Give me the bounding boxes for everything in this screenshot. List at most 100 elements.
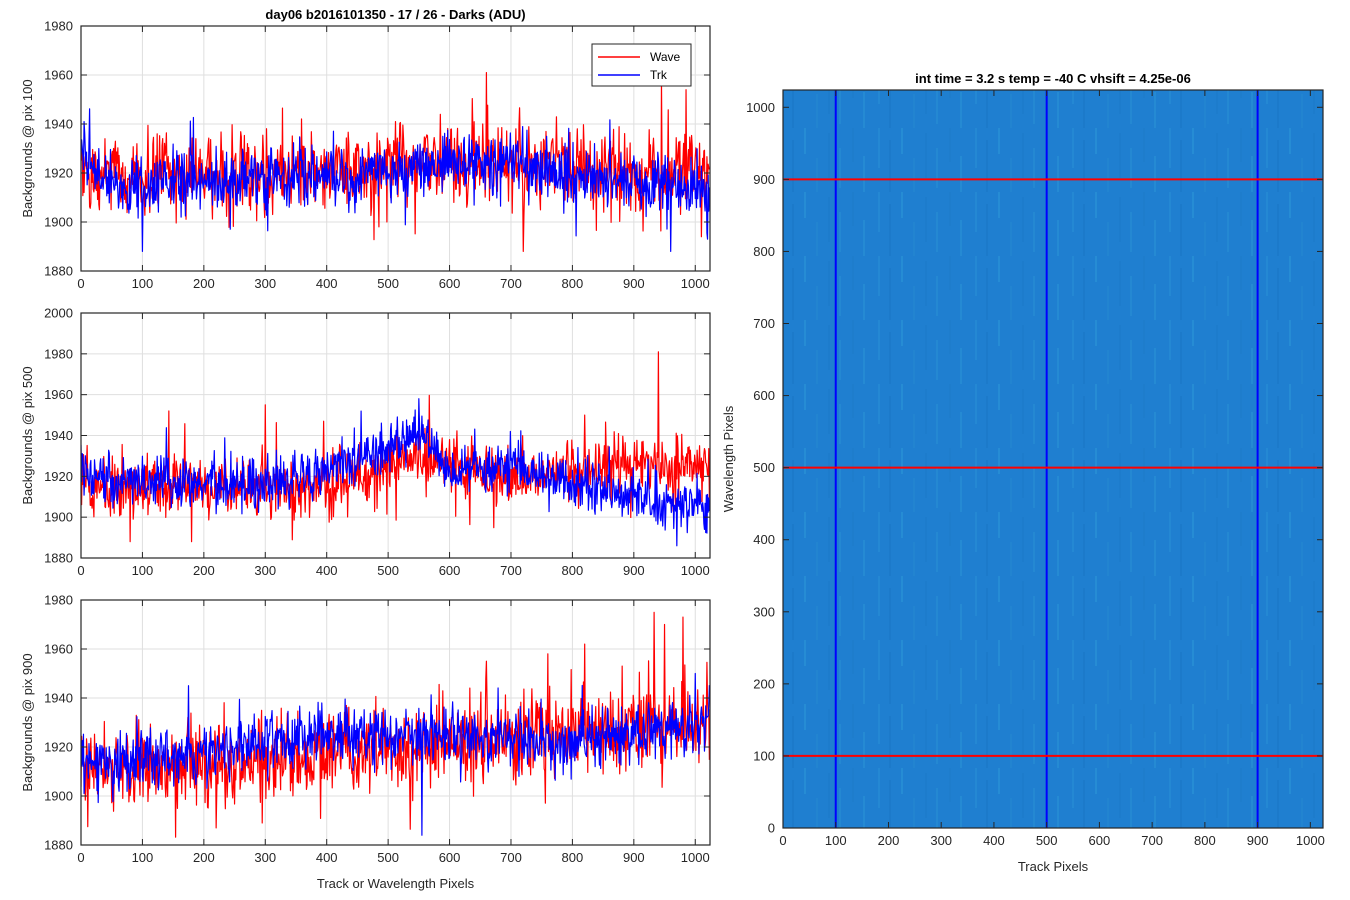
ticks-2: 0 100 200 300 400 500 600 700 800 900 1000 1880 1900…	[44, 306, 710, 578]
chart-panel-4: 0 100 200 300 400 500 600 700 800 900 1000 0 100 200 3…	[721, 71, 1325, 874]
series-line-trk	[81, 108, 710, 252]
x-tick-label: 200	[193, 276, 215, 291]
x-tick-label: 600	[439, 850, 461, 865]
x-tick-label: 300	[930, 833, 952, 848]
x-tick-label: 300	[254, 850, 276, 865]
x-tick-label: 400	[316, 563, 338, 578]
x-tick-label: 400	[316, 850, 338, 865]
y-tick-label: 400	[753, 532, 775, 547]
x-tick-label: 200	[193, 850, 215, 865]
x-tick-label: 100	[132, 850, 154, 865]
y-axis-label-2: Backgrounds @ pix 500	[20, 366, 35, 504]
x-tick-label: 100	[132, 563, 154, 578]
x-tick-label: 400	[983, 833, 1005, 848]
x-tick-label: 500	[1036, 833, 1058, 848]
chart-title-1: day06 b2016101350 - 17 / 26 - Darks (ADU…	[265, 7, 525, 22]
x-tick-label: 1000	[681, 850, 710, 865]
y-tick-label: 1940	[44, 691, 73, 706]
x-tick-label: 400	[316, 276, 338, 291]
series-group-2	[81, 351, 710, 547]
y-tick-label: 100	[753, 748, 775, 763]
series-line-trk	[81, 672, 710, 836]
legend-label-trk: Trk	[650, 68, 668, 82]
y-tick-label: 1920	[44, 740, 73, 755]
x-tick-label: 1000	[1296, 833, 1325, 848]
y-tick-label: 300	[753, 604, 775, 619]
heatmap-overlay-lines	[783, 90, 1323, 828]
x-tick-label: 500	[377, 563, 399, 578]
y-axis-label-4: Wavelength Pixels	[721, 405, 736, 512]
y-tick-label: 1880	[44, 264, 73, 279]
y-tick-label: 500	[753, 460, 775, 475]
y-tick-label: 600	[753, 388, 775, 403]
chart-title-4: int time = 3.2 s temp = -40 C vhsift = 4…	[915, 71, 1191, 86]
chart-panel-1: 0 100 200 300 400 500 600 700 800 900 1000 1880 1900…	[20, 7, 711, 291]
x-tick-label: 700	[500, 850, 522, 865]
axes-frame-3	[80, 599, 711, 846]
x-tick-label: 800	[562, 850, 584, 865]
y-tick-label: 1940	[44, 117, 73, 132]
x-tick-label: 0	[77, 563, 84, 578]
axes-frame-4	[782, 89, 1324, 829]
y-tick-label: 1880	[44, 551, 73, 566]
ticks-4: 0 100 200 300 400 500 600 700 800 900 1000 0 100 200 3…	[746, 90, 1325, 848]
y-tick-label: 1980	[44, 346, 73, 361]
x-tick-label: 100	[132, 276, 154, 291]
x-tick-label: 800	[562, 563, 584, 578]
y-tick-label: 700	[753, 316, 775, 331]
x-tick-label: 300	[254, 563, 276, 578]
y-tick-label: 200	[753, 676, 775, 691]
x-tick-label: 0	[77, 276, 84, 291]
y-tick-label: 900	[753, 172, 775, 187]
legend-label-wave: Wave	[650, 50, 681, 64]
y-tick-label: 1900	[44, 789, 73, 804]
y-axis-label-1: Backgrounds @ pix 100	[20, 79, 35, 217]
y-tick-label: 1960	[44, 387, 73, 402]
x-tick-label: 800	[562, 276, 584, 291]
x-tick-label: 700	[500, 563, 522, 578]
x-tick-label: 500	[377, 276, 399, 291]
y-tick-label: 1960	[44, 642, 73, 657]
x-tick-label: 200	[878, 833, 900, 848]
x-tick-label: 900	[1247, 833, 1269, 848]
x-tick-label: 600	[439, 563, 461, 578]
x-tick-label: 1000	[681, 563, 710, 578]
x-tick-label: 500	[377, 850, 399, 865]
x-tick-label: 900	[623, 276, 645, 291]
x-tick-label: 300	[254, 276, 276, 291]
series-group-1	[81, 71, 710, 252]
y-axis-label-3: Backgrounds @ pix 900	[20, 653, 35, 791]
chart-panel-2: 0 100 200 300 400 500 600 700 800 900 1000 1880 1900…	[20, 306, 711, 578]
x-tick-label: 700	[1141, 833, 1163, 848]
y-tick-label: 1920	[44, 469, 73, 484]
axes-frame-1	[80, 25, 711, 272]
x-tick-label: 0	[779, 833, 786, 848]
x-tick-label: 0	[77, 850, 84, 865]
heatmap-image	[783, 90, 1323, 828]
ticks-1: 0 100 200 300 400 500 600 700 800 900 1000 1880 1900…	[44, 19, 710, 291]
x-axis-label-4: Track Pixels	[1018, 859, 1089, 874]
x-tick-label: 1000	[681, 276, 710, 291]
legend-box	[591, 43, 692, 87]
y-tick-label: 2000	[44, 306, 73, 321]
x-tick-label: 900	[623, 850, 645, 865]
ticks-3: 0 100 200 300 400 500 600 700 800 900 1000 1880 1900…	[44, 593, 710, 865]
x-tick-label: 600	[439, 276, 461, 291]
x-tick-label: 200	[193, 563, 215, 578]
y-tick-label: 1960	[44, 68, 73, 83]
y-tick-label: 1940	[44, 428, 73, 443]
series-line-wave	[81, 351, 710, 543]
y-tick-label: 1980	[44, 593, 73, 608]
x-tick-label: 100	[825, 833, 847, 848]
x-tick-label: 600	[1089, 833, 1111, 848]
x-tick-label: 900	[623, 563, 645, 578]
y-tick-label: 0	[768, 821, 775, 836]
chart-panel-3: 0 100 200 300 400 500 600 700 800 900 1000 1880 1900…	[20, 593, 711, 891]
legend[interactable]: Wave Trk	[591, 43, 692, 87]
y-tick-label: 1920	[44, 166, 73, 181]
y-tick-label: 1880	[44, 838, 73, 853]
y-tick-label: 1980	[44, 19, 73, 34]
x-tick-label: 700	[500, 276, 522, 291]
series-line-trk	[81, 398, 710, 547]
